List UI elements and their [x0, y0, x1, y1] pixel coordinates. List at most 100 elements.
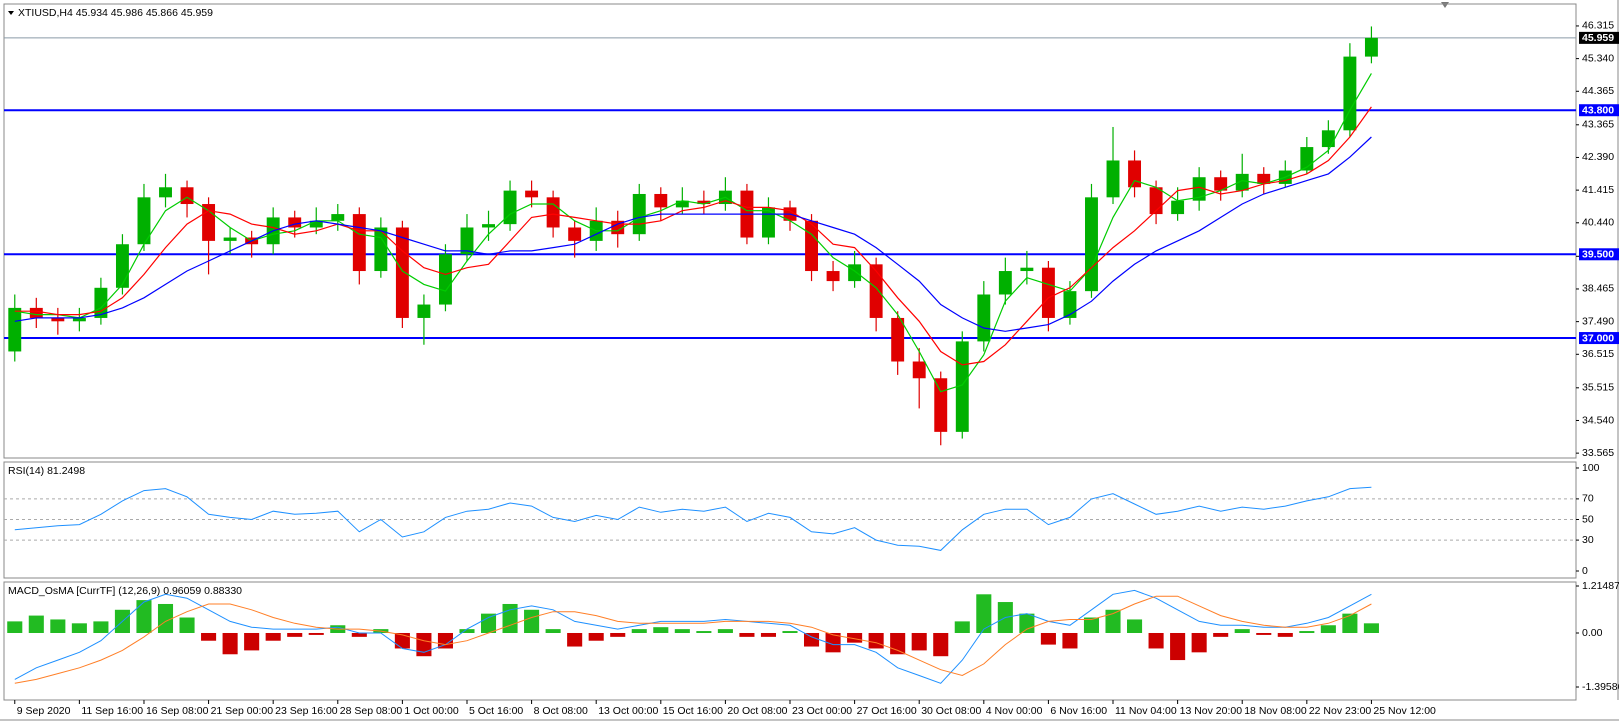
candle-body: [869, 264, 883, 318]
candle-body: [1257, 173, 1271, 184]
osma-bar: [933, 632, 949, 657]
osma-bar: [760, 632, 777, 637]
x-tick-label: 25 Nov 12:00: [1373, 705, 1436, 717]
y-tick-label: 34.540: [1582, 414, 1614, 426]
candle-body: [1235, 173, 1249, 191]
candle-body: [309, 220, 323, 228]
x-tick-label: 18 Nov 08:00: [1244, 705, 1307, 717]
candle-body: [675, 200, 689, 208]
x-tick-label: 1 Oct 00:00: [404, 705, 458, 717]
candle-body: [1321, 130, 1335, 148]
osma-bar: [1062, 632, 1078, 649]
osma-bar: [1148, 632, 1164, 649]
candle-body: [934, 378, 948, 432]
osma-bar: [7, 621, 23, 633]
osma-bar: [825, 632, 841, 653]
x-tick-label: 13 Nov 20:00: [1180, 705, 1243, 717]
candle-body: [460, 227, 474, 255]
x-tick-label: 21 Sep 00:00: [211, 705, 274, 717]
candle-body: [805, 220, 818, 272]
candle-body: [503, 190, 517, 225]
candle-body: [94, 287, 108, 318]
x-tick-label: 28 Sep 08:00: [340, 705, 403, 717]
osma-bar: [394, 632, 410, 649]
moving-average-line: [14, 73, 1372, 393]
candle-body: [29, 307, 43, 318]
x-tick-label: 5 Oct 16:00: [469, 705, 523, 717]
y-tick-label: 37.490: [1582, 315, 1614, 327]
candle-body: [223, 237, 237, 241]
osma-bar: [480, 613, 497, 633]
x-tick-label: 23 Oct 00:00: [792, 705, 852, 717]
x-tick-label: 8 Oct 08:00: [534, 705, 588, 717]
y-tick-label: -1.39586: [1582, 681, 1619, 693]
y-tick-label: 45.340: [1582, 52, 1614, 64]
y-tick-label: 50: [1582, 513, 1594, 525]
candle-body: [331, 214, 345, 221]
candle-body: [762, 207, 775, 238]
y-tick-label: 0: [1582, 565, 1588, 577]
panel-frame: [3, 461, 1577, 579]
x-tick-label: 27 Oct 16:00: [857, 705, 917, 717]
y-tick-label: 40.440: [1582, 217, 1614, 229]
candle-body: [568, 227, 582, 241]
candle-body: [1128, 160, 1142, 188]
axis-price-label: 37.000: [1582, 332, 1614, 344]
y-tick-label: 100: [1582, 462, 1600, 474]
candle-body: [826, 271, 840, 282]
x-tick-label: 16 Sep 08:00: [146, 705, 209, 717]
osma-bar: [1256, 632, 1272, 635]
candle-body: [202, 204, 216, 241]
macd-line: [14, 589, 1372, 684]
candle-body: [1214, 177, 1228, 191]
y-tick-label: 33.565: [1582, 447, 1614, 459]
osma-bar: [696, 631, 712, 633]
candle-body: [977, 294, 991, 342]
candle-body: [159, 187, 172, 198]
osma-bar: [545, 629, 561, 633]
y-tick-label: 70: [1582, 493, 1594, 505]
moving-average-line: [14, 136, 1372, 332]
osma-bar: [416, 632, 432, 657]
osma-bar: [1363, 623, 1379, 633]
axis-price-label: 45.959: [1582, 32, 1614, 44]
y-tick-label: 1.21487: [1582, 580, 1619, 592]
osma-bar: [911, 632, 927, 651]
candle-body: [1364, 37, 1378, 57]
candle-body: [891, 317, 905, 362]
indicator-title: RSI(14) 81.2498: [8, 465, 85, 477]
axis-price-box: [1579, 31, 1619, 44]
osma-bar: [1105, 609, 1121, 633]
moving-average-line: [14, 106, 1372, 366]
osma-bar: [1191, 632, 1207, 653]
x-tick-label: 13 Oct 00:00: [598, 705, 658, 717]
osma-bar: [265, 632, 281, 641]
y-tick-label: 46.315: [1582, 20, 1614, 32]
candle-body: [417, 304, 431, 318]
axis-price-box: [1579, 248, 1619, 261]
osma-bar: [524, 609, 540, 633]
candle-body: [395, 227, 409, 318]
axis-price-label: 43.800: [1582, 104, 1614, 116]
macd-line: [14, 595, 1372, 684]
candle-body: [1171, 200, 1185, 215]
y-tick-label: 0.00: [1582, 627, 1603, 639]
candle-body: [137, 197, 151, 245]
osma-bar: [437, 632, 453, 649]
osma-bar: [1342, 613, 1358, 633]
osma-bar: [179, 617, 195, 633]
candle-body: [374, 227, 388, 272]
osma-bar: [244, 632, 260, 651]
candle-body: [546, 197, 560, 228]
y-tick-label: 41.415: [1582, 184, 1614, 196]
title-triangle: [8, 11, 14, 15]
indicator-title: XTIUSD,H4 45.934 45.986 45.866 45.959: [18, 7, 213, 19]
osma-bar: [502, 603, 518, 633]
y-tick-label: 35.515: [1582, 382, 1614, 394]
candle-body: [8, 307, 22, 352]
osma-bar: [1299, 631, 1315, 633]
osma-bar: [588, 632, 604, 641]
osma-bar: [1234, 629, 1250, 633]
candle-body: [654, 193, 668, 208]
